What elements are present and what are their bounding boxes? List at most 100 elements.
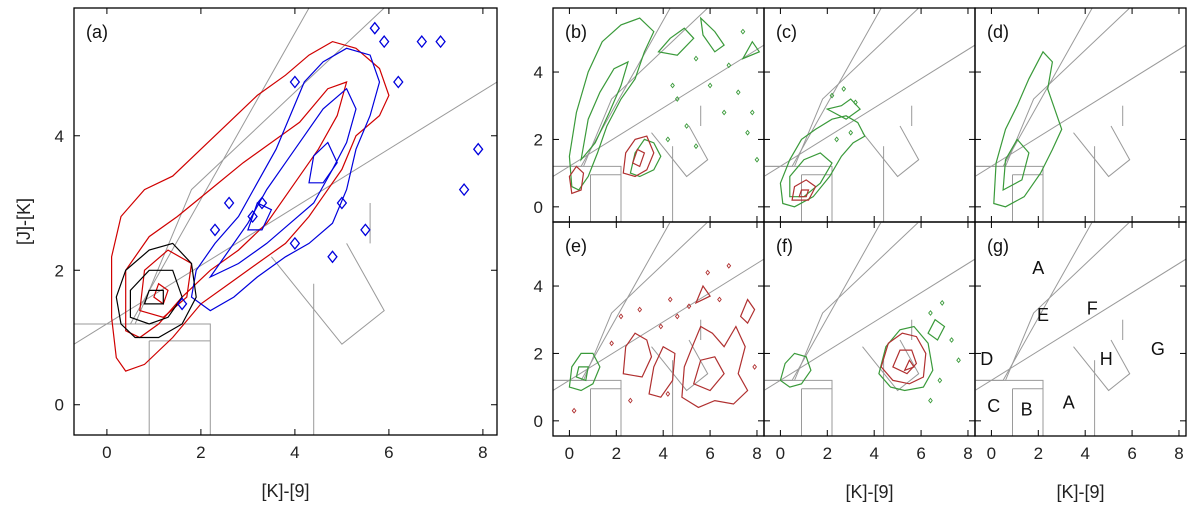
x-tick-label: 6 [705,444,714,463]
contour-line [129,269,183,325]
data-point-marker [745,129,750,136]
data-point-marker [618,313,624,320]
contour-line [694,284,711,305]
contour-line [741,40,761,60]
region-boundary [1073,125,1131,178]
y-tick-label: 0 [534,198,543,217]
plot-area [975,8,1186,222]
x-tick-label: 4 [869,444,878,463]
data-point-marker [369,21,381,35]
data-point-marker [937,377,943,384]
data-point-marker [754,156,760,163]
data-point-marker [928,310,933,316]
x-tick-label: 8 [963,444,972,463]
data-point-marker [735,89,741,96]
contour-line [798,189,810,198]
x-tick-label: 0 [102,443,111,462]
y-tick-label: 2 [534,130,543,149]
data-point-marker [637,306,643,313]
data-point-marker [928,397,933,404]
x-tick-label: 4 [1080,444,1089,463]
region-boundary [651,125,709,178]
contour-line [791,179,817,201]
data-point-marker [327,250,338,264]
data-point-marker [693,55,699,62]
data-point-marker [717,296,722,303]
contour-line [575,366,589,382]
data-point-marker [829,92,835,99]
panel-d: (d) [974,7,1187,223]
y-tick-label: 4 [534,63,543,82]
region-boundary [135,323,211,435]
data-point-marker [416,35,428,49]
data-point-marker [749,109,755,116]
contour-line [648,345,676,398]
region-label: H [1100,349,1113,369]
region-boundary [975,8,1131,167]
panel-label: (f) [776,236,793,256]
data-point-marker [289,75,301,89]
data-point-marker [658,323,664,330]
data-point-marker [684,123,689,129]
data-point-marker [705,269,711,276]
region-boundary [975,258,1186,391]
region-boundary [583,379,622,436]
contour-line [878,325,934,392]
contour-line [1002,138,1030,192]
x-tick-label: 2 [823,444,832,463]
data-point-marker [360,223,371,237]
y-tick-label: 0 [534,412,543,431]
x-tick-label: 4 [658,444,667,463]
data-point-marker [393,75,404,89]
data-point-marker [256,196,268,210]
contour-line [903,358,915,372]
data-point-marker [609,340,614,347]
contour-line [143,289,164,305]
data-point-marker [665,136,671,143]
data-point-marker [956,357,961,364]
contour-line [568,17,655,191]
region-boundary [1005,165,1044,222]
x-tick-label: 6 [384,443,393,462]
data-point-marker [670,82,675,89]
plot-area [764,8,975,222]
data-point-marker [939,299,945,306]
panel-frame [974,221,1187,437]
x-axis-title: [K]-[9] [261,481,309,501]
data-point-marker [378,35,390,49]
data-point-marker [289,236,301,250]
data-point-marker [707,82,713,89]
panel-label: (a) [86,22,108,42]
data-point-marker [336,196,348,210]
contour-line [681,325,749,409]
region-boundary [74,81,497,345]
contour-line [568,352,601,392]
region-boundary [794,165,833,222]
contour-line [110,40,390,372]
region-boundary [553,8,709,167]
plot-area [553,8,764,222]
x-tick-label: 0 [565,444,574,463]
data-point-marker [721,109,727,116]
region-label: C [987,396,1000,416]
panel-label: (e) [565,236,587,256]
region-boundary [764,258,975,391]
data-point-marker [726,62,732,69]
data-point-marker [841,85,847,92]
data-point-marker [674,96,680,102]
data-point-marker [693,143,699,150]
region-label: D [980,349,993,369]
data-point-marker [740,28,746,35]
contour-line [153,282,169,305]
data-point-marker [853,99,858,106]
panel-f: 0 2 4 6 8 (f) [K]-[9] [763,221,976,502]
contour-line [779,352,812,388]
data-point-marker [686,303,692,310]
contour-line [208,87,357,279]
region-boundary [651,339,709,392]
data-point-marker [665,390,671,397]
region-boundary [1073,339,1131,392]
region-boundary [862,125,920,178]
region-boundary [553,44,764,177]
